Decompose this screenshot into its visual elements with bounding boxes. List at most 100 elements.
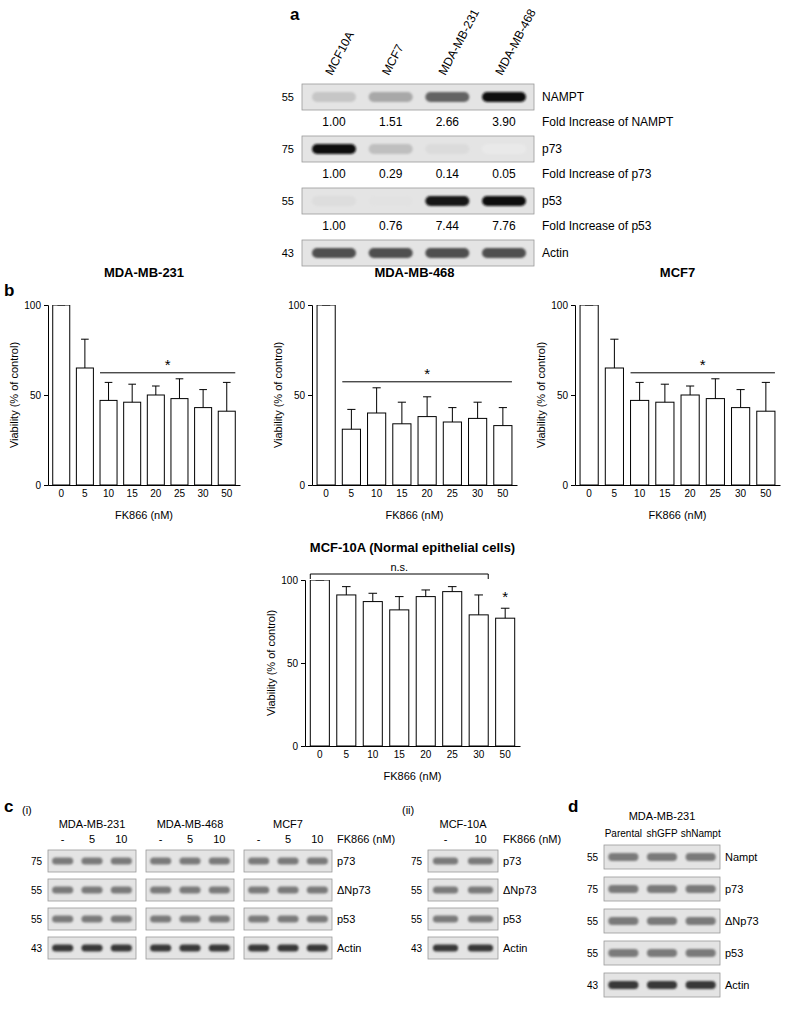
mw-marker: 55 (411, 914, 423, 925)
tick-label: 25 (174, 488, 186, 499)
fold-value: 3.90 (492, 115, 516, 129)
lane-label: shNampt (681, 828, 721, 839)
protein-label: p73 (337, 855, 355, 867)
bar (317, 305, 335, 485)
error-cap (128, 384, 136, 385)
lane-label: 5 (285, 833, 291, 845)
tick: 20 (422, 485, 434, 499)
significance-label: n.s. (390, 561, 408, 573)
y-axis: 050100 (288, 300, 312, 491)
band (482, 248, 526, 258)
bar (368, 413, 386, 485)
error-bar (737, 390, 745, 408)
mw-marker: 43 (31, 943, 43, 954)
tick-label: 20 (150, 488, 162, 499)
error-stem (372, 593, 373, 601)
tick: 30 (198, 485, 210, 499)
tick: 0 (323, 485, 329, 499)
band (312, 196, 356, 206)
band (608, 949, 638, 957)
error-bar (762, 382, 770, 411)
chart-title: MDA-MB-231 (104, 265, 184, 280)
band (111, 858, 132, 865)
tick: 30 (735, 485, 747, 499)
band (209, 916, 230, 923)
error-bar (316, 580, 325, 581)
error-stem (502, 408, 503, 426)
error-cap (398, 402, 406, 403)
band (179, 916, 200, 923)
band (686, 853, 716, 861)
tick: 0 (317, 746, 323, 760)
band (81, 916, 102, 923)
error-bar (585, 305, 593, 306)
chart-title: MCF-10A (Normal epithelial cells) (310, 540, 515, 555)
blot-strip (48, 908, 136, 930)
tick-label: 50 (557, 390, 569, 401)
tick: 50 (760, 485, 772, 499)
mw-marker: 55 (282, 195, 294, 207)
error-stem (346, 587, 347, 595)
blot-strip (428, 850, 498, 872)
band (608, 885, 638, 893)
mw-marker: 55 (587, 948, 599, 959)
bar (171, 399, 188, 485)
bar (363, 602, 382, 746)
tick: 0 (299, 480, 312, 491)
plot-area (317, 305, 512, 485)
bar (580, 305, 598, 485)
tick-mark (571, 395, 575, 396)
mw-marker: 75 (587, 884, 599, 895)
fold-value: 2.66 (436, 115, 460, 129)
error-cap (686, 386, 694, 387)
tick: 0 (58, 485, 64, 499)
bar (631, 400, 649, 485)
band (312, 144, 356, 154)
fold-value: 1.00 (322, 115, 346, 129)
bar (124, 402, 141, 485)
tick-mark (44, 305, 48, 306)
band (277, 858, 298, 865)
lane-label: - (159, 833, 163, 845)
tick: 0 (562, 480, 575, 491)
blot-strip (48, 937, 136, 959)
x-axis-title: FK866 (nM) (648, 509, 706, 521)
protein-label: ΔNp73 (725, 915, 759, 927)
lane-label: - (444, 833, 448, 845)
blot-title: MCF7 (273, 818, 303, 830)
bar (393, 424, 411, 485)
tick: 20 (420, 746, 432, 760)
band (608, 981, 638, 989)
error-cap (57, 305, 65, 306)
mw-marker: 55 (587, 916, 599, 927)
bar (681, 395, 699, 485)
band (608, 917, 638, 925)
panel-label: d (568, 797, 578, 816)
tick-label: 30 (198, 488, 210, 499)
error-bar (373, 388, 381, 413)
tick-label: 0 (317, 749, 323, 760)
tick-mark (308, 395, 312, 396)
error-cap (474, 594, 483, 595)
tick-mark (308, 305, 312, 306)
tick: 25 (710, 485, 722, 499)
blot-strip (48, 850, 136, 872)
bar (53, 305, 70, 485)
tick-label: 25 (447, 749, 459, 760)
error-stem (376, 388, 377, 413)
error-bar (199, 390, 207, 408)
fold-value: 0.29 (379, 167, 403, 181)
chart-title: MCF7 (660, 265, 695, 280)
treatment-label: FK866 (nM) (337, 833, 395, 845)
tick: 10 (371, 485, 383, 499)
error-bar (152, 386, 160, 395)
error-bar (711, 379, 719, 399)
tick-label: 0 (35, 480, 41, 491)
fold-value: 1.00 (322, 167, 346, 181)
tick-label: 15 (659, 488, 671, 499)
blot-strip (604, 973, 720, 997)
tick: 50 (30, 390, 48, 401)
tick: 15 (659, 485, 671, 499)
protein-label: Actin (725, 979, 749, 991)
tick-label: 30 (473, 749, 485, 760)
